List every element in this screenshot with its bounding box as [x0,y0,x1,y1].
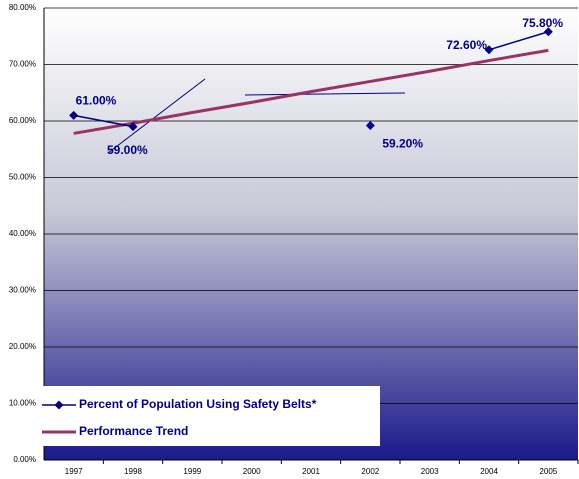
y-tick-label: 10.00% [9,399,36,408]
y-tick-label: 30.00% [9,286,36,295]
legend-marker [54,400,64,410]
legend-label: Performance Trend [79,424,188,438]
data-label: 61.00% [76,94,117,108]
x-tick-label: 2001 [302,467,320,476]
y-tick-label: 0.00% [13,455,36,464]
legend-box [36,386,380,446]
trend-line [73,48,549,135]
x-tick-label: 1998 [124,467,142,476]
annotation-line [244,92,406,96]
y-tick-label: 40.00% [9,229,36,238]
x-tick-label: 1999 [183,467,201,476]
data-label: 59.20% [382,137,423,151]
data-point [484,45,494,55]
data-point [69,110,79,120]
data-label: 72.60% [446,38,487,52]
series-line [73,31,549,128]
data-label: 59.00% [107,143,148,157]
y-tick-label: 70.00% [9,60,36,69]
annotation-line [107,78,206,154]
y-tick-label: 80.00% [9,3,36,12]
data-point [543,27,553,37]
x-tick-label: 2000 [243,467,261,476]
y-tick-label: 60.00% [9,116,36,125]
data-point [128,122,138,132]
x-tick-label: 1997 [65,467,83,476]
x-tick-label: 2003 [421,467,439,476]
x-tick-label: 2005 [539,467,557,476]
data-label: 75.80% [522,16,563,30]
y-tick-label: 50.00% [9,173,36,182]
data-point [365,121,375,131]
legend-label: Percent of Population Using Safety Belts… [79,397,317,411]
legend: Percent of Population Using Safety Belts… [36,386,380,446]
x-tick-label: 2004 [480,467,498,476]
y-tick-label: 20.00% [9,342,36,351]
x-tick-label: 2002 [361,467,379,476]
